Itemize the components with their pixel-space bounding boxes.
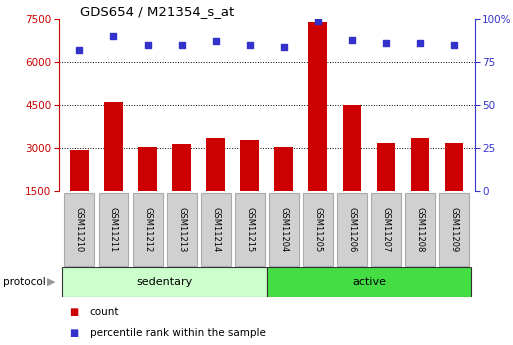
Text: count: count — [90, 307, 120, 317]
Point — [211, 39, 220, 44]
Bar — [377, 142, 396, 191]
Point — [75, 47, 84, 53]
Text: ▶: ▶ — [47, 277, 56, 287]
Bar — [132, 193, 163, 266]
Text: GSM11206: GSM11206 — [347, 207, 357, 252]
Text: GSM11214: GSM11214 — [211, 207, 220, 252]
Bar — [63, 267, 267, 297]
Point — [177, 42, 186, 48]
Text: GSM11204: GSM11204 — [279, 207, 288, 252]
Text: GSM11212: GSM11212 — [143, 207, 152, 252]
Bar — [206, 138, 225, 191]
Text: protocol: protocol — [3, 277, 45, 287]
Bar — [269, 193, 299, 266]
Point — [348, 37, 356, 42]
Bar — [411, 138, 429, 191]
Bar — [167, 193, 196, 266]
Point — [246, 42, 254, 48]
Text: GDS654 / M21354_s_at: GDS654 / M21354_s_at — [80, 5, 234, 18]
Text: percentile rank within the sample: percentile rank within the sample — [90, 328, 266, 338]
Bar — [445, 142, 463, 191]
Text: GSM11211: GSM11211 — [109, 207, 118, 252]
Text: sedentary: sedentary — [136, 277, 193, 287]
Bar — [267, 267, 471, 297]
Bar — [104, 102, 123, 191]
Point — [416, 40, 424, 46]
Text: active: active — [352, 277, 386, 287]
Bar — [70, 150, 89, 191]
Text: ■: ■ — [69, 328, 78, 338]
Bar — [343, 105, 361, 191]
Text: GSM11215: GSM11215 — [245, 207, 254, 252]
Bar — [439, 193, 469, 266]
Text: GSM11213: GSM11213 — [177, 207, 186, 252]
Text: GSM11208: GSM11208 — [416, 207, 425, 252]
Text: GSM11207: GSM11207 — [382, 207, 390, 252]
Point — [450, 42, 458, 48]
Point — [314, 18, 322, 23]
Text: ■: ■ — [69, 307, 78, 317]
Point — [280, 44, 288, 49]
Text: GSM11209: GSM11209 — [449, 207, 459, 252]
Bar — [337, 193, 367, 266]
Bar — [98, 193, 128, 266]
Point — [144, 42, 152, 48]
Bar — [241, 140, 259, 191]
Bar — [371, 193, 401, 266]
Text: GSM11205: GSM11205 — [313, 207, 322, 252]
Point — [109, 33, 117, 39]
Bar — [65, 193, 94, 266]
Bar — [235, 193, 265, 266]
Bar — [201, 193, 231, 266]
Bar — [405, 193, 435, 266]
Bar — [274, 147, 293, 191]
Text: GSM11210: GSM11210 — [75, 207, 84, 252]
Point — [382, 40, 390, 46]
Bar — [303, 193, 333, 266]
Bar — [138, 147, 157, 191]
Bar — [172, 144, 191, 191]
Bar — [308, 22, 327, 191]
